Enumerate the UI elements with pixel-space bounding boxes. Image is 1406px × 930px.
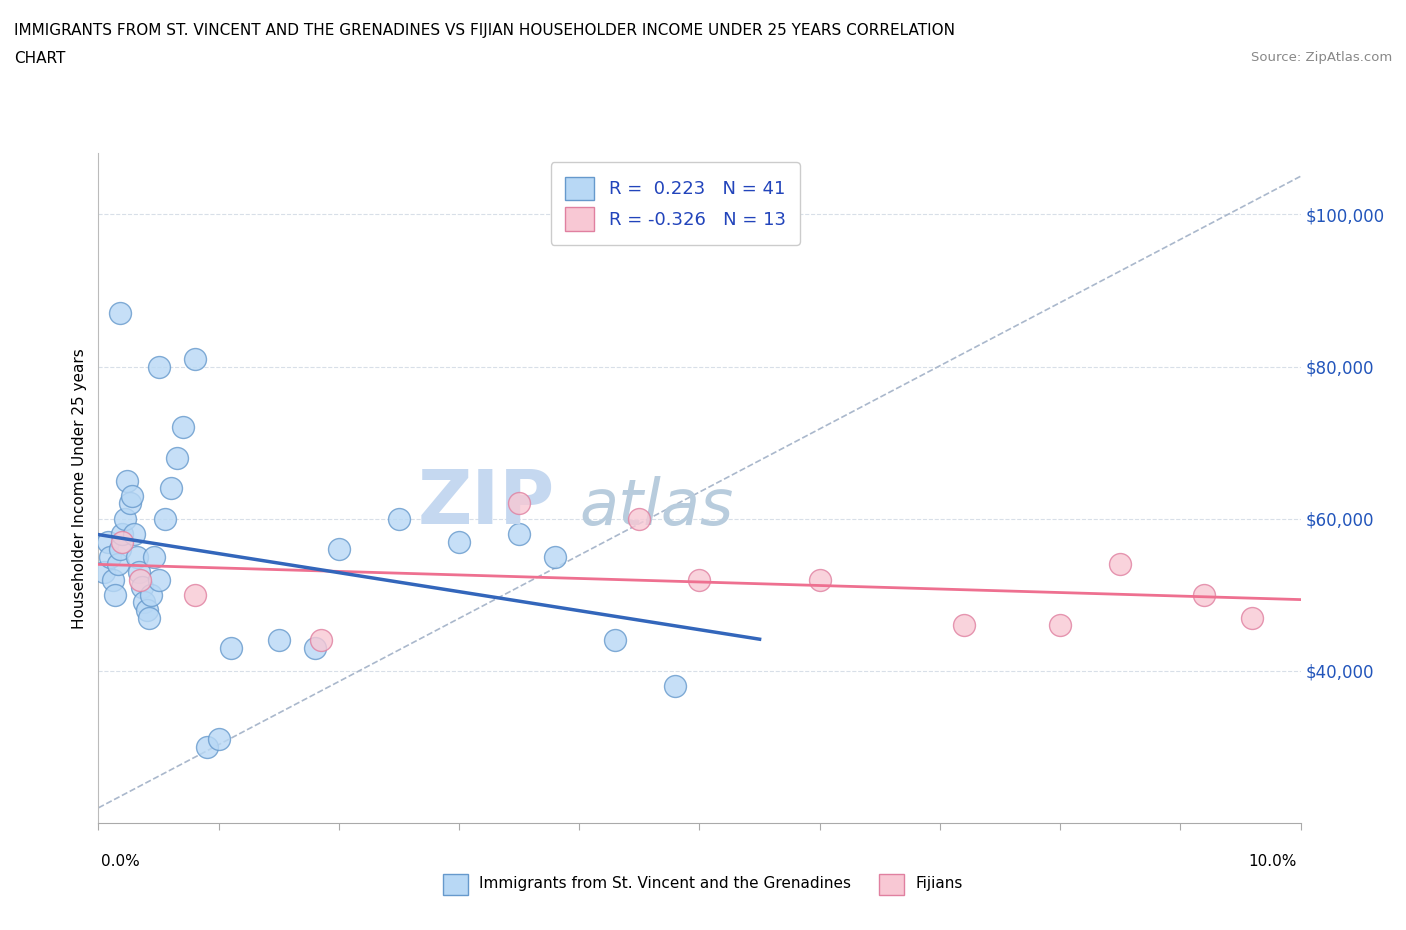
Point bbox=[195, 739, 218, 754]
Point bbox=[309, 633, 332, 648]
Point bbox=[447, 534, 470, 549]
Point bbox=[688, 572, 710, 587]
Point bbox=[508, 526, 530, 541]
Text: ZIP: ZIP bbox=[418, 467, 555, 540]
Point bbox=[114, 512, 136, 526]
Point bbox=[124, 526, 146, 541]
Point bbox=[148, 572, 170, 587]
Point bbox=[142, 550, 165, 565]
Point bbox=[153, 512, 176, 526]
Point bbox=[1194, 588, 1216, 603]
Point bbox=[117, 473, 139, 488]
Point bbox=[107, 557, 129, 572]
Point bbox=[219, 641, 242, 656]
Point bbox=[1049, 618, 1071, 632]
Point bbox=[141, 588, 163, 603]
Text: Fijians: Fijians bbox=[915, 876, 963, 891]
Point bbox=[93, 565, 115, 579]
Point bbox=[121, 488, 143, 503]
Point bbox=[183, 588, 205, 603]
Point bbox=[148, 359, 170, 374]
Point bbox=[135, 603, 157, 618]
Text: 0.0%: 0.0% bbox=[101, 854, 141, 869]
Y-axis label: Householder Income Under 25 years: Householder Income Under 25 years bbox=[72, 348, 87, 629]
Text: atlas: atlas bbox=[579, 476, 734, 538]
Text: IMMIGRANTS FROM ST. VINCENT AND THE GRENADINES VS FIJIAN HOUSEHOLDER INCOME UNDE: IMMIGRANTS FROM ST. VINCENT AND THE GREN… bbox=[14, 23, 955, 38]
Text: CHART: CHART bbox=[14, 51, 66, 66]
Point bbox=[108, 306, 131, 321]
Point bbox=[111, 526, 134, 541]
Point bbox=[108, 541, 131, 556]
Point bbox=[104, 588, 127, 603]
Text: Immigrants from St. Vincent and the Grenadines: Immigrants from St. Vincent and the Gren… bbox=[479, 876, 852, 891]
Point bbox=[97, 534, 120, 549]
Point bbox=[101, 572, 124, 587]
Point bbox=[131, 579, 153, 594]
Point bbox=[1109, 557, 1132, 572]
Point bbox=[953, 618, 976, 632]
Point bbox=[304, 641, 326, 656]
Point bbox=[388, 512, 411, 526]
Point bbox=[544, 550, 567, 565]
Point bbox=[129, 572, 152, 587]
Point bbox=[166, 450, 188, 465]
Point bbox=[111, 534, 134, 549]
Point bbox=[138, 610, 160, 625]
Text: 10.0%: 10.0% bbox=[1249, 854, 1296, 869]
Point bbox=[808, 572, 831, 587]
Legend: R =  0.223   N = 41, R = -0.326   N = 13: R = 0.223 N = 41, R = -0.326 N = 13 bbox=[551, 163, 800, 245]
Point bbox=[328, 541, 350, 556]
Point bbox=[508, 496, 530, 511]
Point bbox=[100, 550, 122, 565]
Point bbox=[605, 633, 627, 648]
Point bbox=[118, 496, 141, 511]
Point bbox=[183, 352, 205, 366]
Point bbox=[628, 512, 651, 526]
Point bbox=[172, 420, 194, 435]
Point bbox=[208, 732, 231, 747]
Point bbox=[1241, 610, 1264, 625]
Point bbox=[132, 595, 155, 610]
Point bbox=[664, 679, 686, 694]
Point bbox=[128, 565, 150, 579]
Point bbox=[267, 633, 290, 648]
Point bbox=[125, 550, 148, 565]
Text: Source: ZipAtlas.com: Source: ZipAtlas.com bbox=[1251, 51, 1392, 64]
Point bbox=[159, 481, 181, 496]
